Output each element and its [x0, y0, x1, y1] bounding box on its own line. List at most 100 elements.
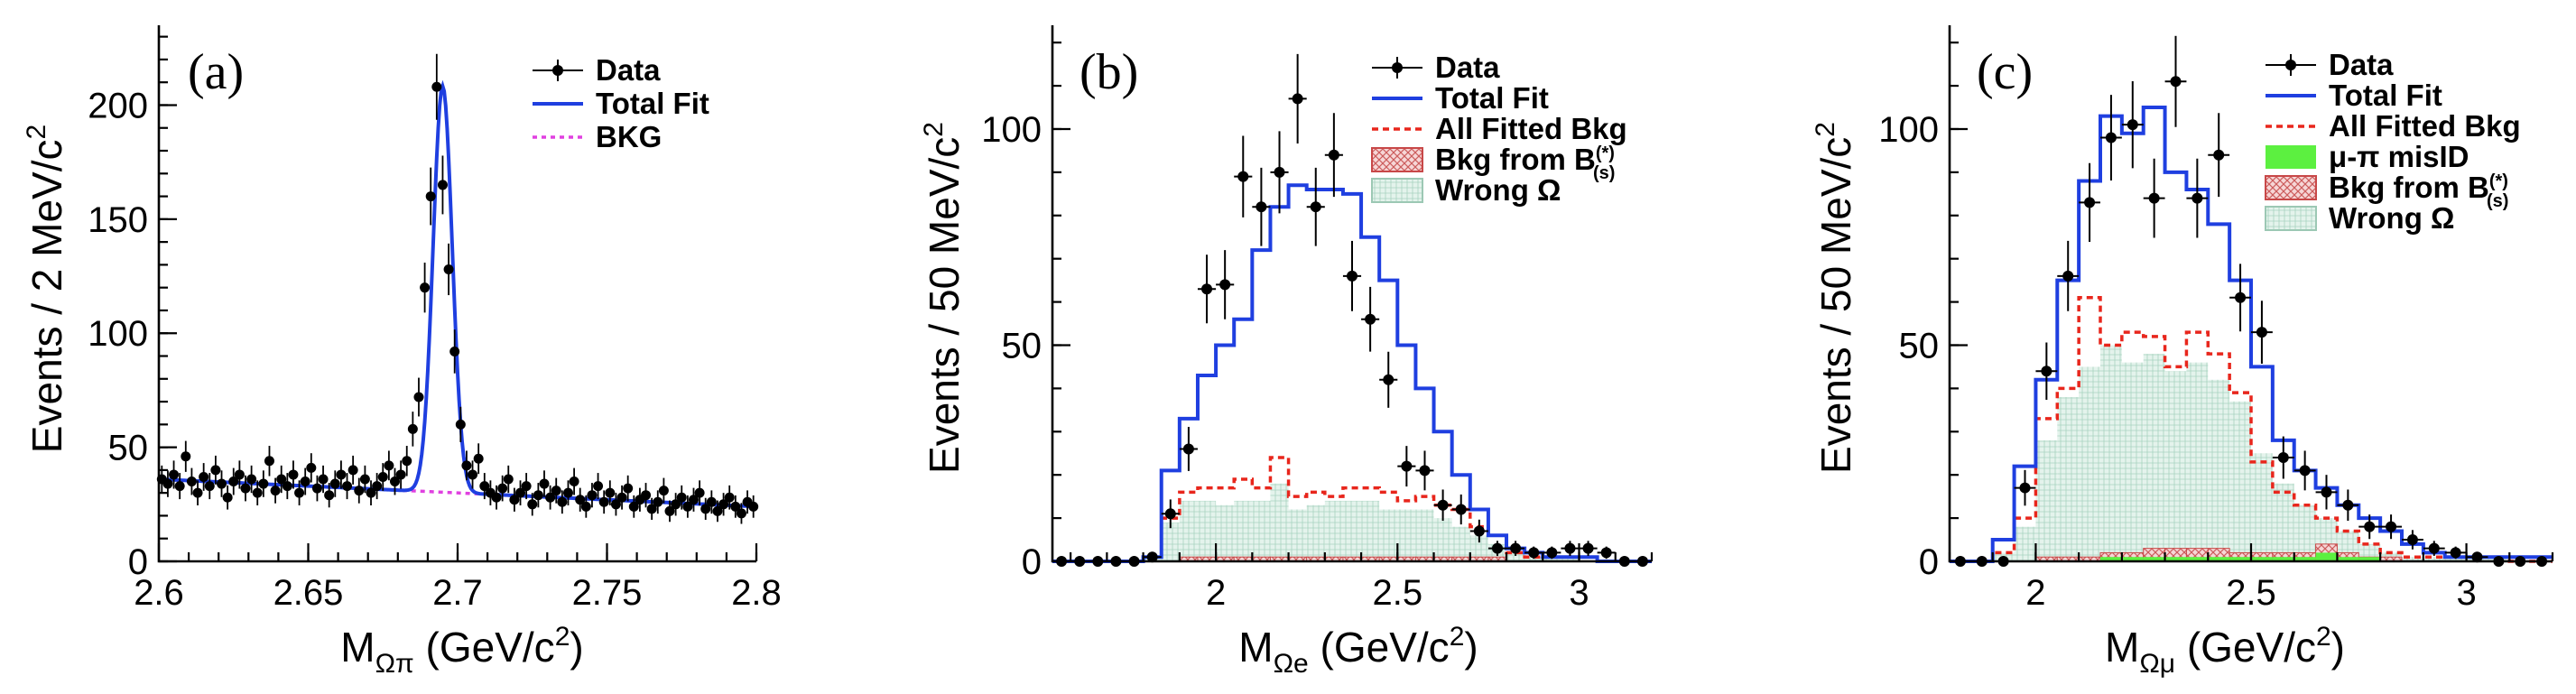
- data-marker: [1292, 93, 1303, 105]
- wrong-omega-bin: [2035, 440, 2058, 561]
- data-point: [329, 470, 340, 497]
- data-marker: [736, 508, 746, 519]
- data-point: [347, 455, 358, 485]
- data-marker: [2041, 366, 2052, 377]
- data-marker: [199, 471, 209, 482]
- wrong-omega-bin: [1561, 557, 1580, 561]
- data-marker: [2105, 132, 2117, 143]
- data-point: [515, 480, 526, 506]
- data-marker: [174, 481, 185, 492]
- data-marker: [616, 492, 627, 503]
- data-point: [461, 450, 472, 481]
- data-point: [1306, 167, 1325, 246]
- y-tick-label: 150: [88, 200, 148, 240]
- legend-label: Data: [596, 53, 661, 87]
- data-marker: [1164, 508, 1176, 520]
- data-point: [300, 467, 310, 495]
- data-point: [276, 465, 287, 494]
- data-marker: [580, 501, 591, 512]
- wrong-omega-bin: [2164, 371, 2187, 561]
- misid-bin: [2229, 557, 2251, 561]
- misid-bin: [2143, 557, 2165, 561]
- legend-swatch-data-marker: [552, 65, 563, 76]
- data-point: [1361, 286, 1380, 352]
- data-marker: [688, 495, 699, 505]
- total-fit-line: [1052, 183, 1652, 563]
- data-point: [2466, 551, 2488, 563]
- y-tick-label: 100: [1878, 110, 1939, 150]
- data-point: [252, 480, 263, 506]
- y-tick-label: 0: [128, 542, 148, 582]
- data-point: [264, 446, 274, 477]
- data-point: [569, 467, 579, 495]
- data-point: [2358, 514, 2381, 540]
- data-point: [610, 493, 621, 516]
- data-marker: [2019, 482, 2031, 494]
- data-point: [210, 455, 221, 485]
- data-point: [575, 487, 586, 512]
- data-point: [2423, 541, 2445, 556]
- data-point: [1469, 519, 1488, 543]
- data-point: [527, 493, 538, 516]
- wrong-omega-bin: [2100, 345, 2122, 561]
- legend-item-wrong: Wrong Ω: [1371, 173, 1561, 207]
- data-marker: [712, 505, 723, 516]
- panel-label-a: (a): [188, 44, 244, 100]
- data-point: [1433, 489, 1452, 521]
- legend-swatch-bbkg: [2265, 175, 2317, 200]
- data-marker: [491, 492, 502, 503]
- panel-label-b: (b): [1080, 44, 1138, 100]
- y-tick-label: 50: [1002, 326, 1042, 366]
- y-axis-title-a: Events / 2 MeV/c2: [22, 125, 70, 453]
- data-marker: [575, 495, 586, 505]
- legend-item-allbkg: All Fitted Bkg: [2266, 109, 2521, 143]
- wrong-omega-bin: [1342, 500, 1362, 561]
- data-point: [246, 465, 257, 494]
- data-point: [186, 467, 197, 495]
- data-point: [2035, 342, 2058, 401]
- y-axis-title-b: Events / 50 MeV/c2: [919, 122, 968, 474]
- data-point: [533, 483, 543, 508]
- legend-item-wrong: Wrong Ω: [2265, 201, 2455, 235]
- data-marker: [748, 501, 759, 512]
- legend-label: Wrong Ω: [2329, 201, 2455, 235]
- data-point: [2100, 95, 2122, 180]
- data-marker: [162, 478, 173, 489]
- data-point: [372, 473, 383, 500]
- data-marker: [664, 505, 675, 516]
- data-marker: [724, 492, 735, 503]
- wrong-omega-bin: [1324, 500, 1343, 561]
- data-point: [2251, 301, 2273, 364]
- data-marker: [294, 487, 305, 498]
- data-point: [455, 406, 466, 442]
- data-point: [311, 475, 322, 502]
- total-fit-curve: [158, 79, 757, 509]
- data-point: [425, 167, 436, 226]
- y-tick-label: 50: [1899, 326, 1940, 366]
- data-marker: [407, 423, 418, 434]
- data-marker: [443, 264, 454, 274]
- data-marker: [181, 451, 191, 462]
- data-marker: [204, 481, 215, 492]
- data-marker: [2386, 521, 2397, 532]
- data-marker: [468, 469, 478, 480]
- wrong-omega-bin: [2121, 362, 2144, 561]
- data-marker: [1600, 547, 1612, 559]
- data-marker: [545, 492, 556, 503]
- data-marker: [473, 453, 484, 464]
- data-point: [479, 473, 490, 500]
- data-point: [646, 497, 657, 520]
- data-point: [384, 450, 394, 481]
- data-marker: [658, 486, 669, 496]
- data-marker: [252, 487, 263, 498]
- data-marker: [264, 456, 274, 467]
- wrong-omega-bin: [1469, 535, 1488, 561]
- data-point: [628, 495, 639, 518]
- data-marker: [610, 499, 621, 510]
- wrong-omega-bin: [1361, 500, 1380, 561]
- data-point: [1487, 541, 1507, 556]
- x-tick-label: 2.7: [432, 573, 483, 613]
- data-marker: [389, 477, 400, 487]
- data-marker: [557, 496, 568, 507]
- all-fitted-bkg-line: [1950, 296, 2553, 563]
